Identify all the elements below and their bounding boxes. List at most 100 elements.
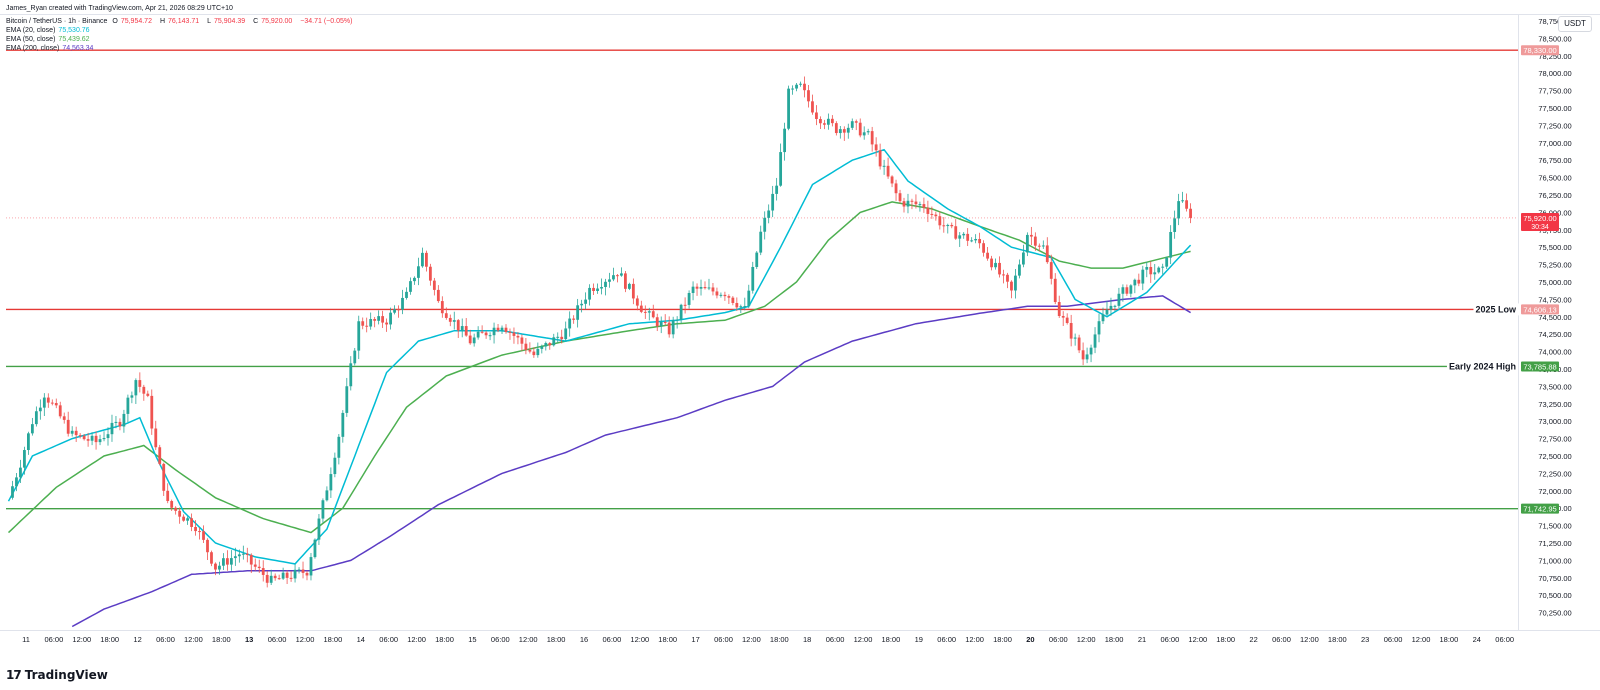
level-price-tag (1521, 45, 1559, 56)
candle-up (329, 474, 333, 491)
candle-down (548, 343, 552, 346)
indicator-ema20[interactable]: EMA (20, close) 75,530.76 (6, 27, 90, 34)
time-tick-label: 18:00 (435, 635, 454, 644)
level-price-tag-text: 78,330.00 (1523, 46, 1556, 55)
candle-down (182, 516, 186, 521)
level-price-tag (1521, 361, 1559, 372)
level-price-tag-text: 73,785.88 (1523, 362, 1556, 371)
candle-up (1014, 275, 1017, 291)
time-tick-label: 12:00 (1188, 635, 1207, 644)
candle-down (616, 275, 619, 277)
candle-up (679, 304, 683, 320)
candle-up (763, 217, 767, 232)
candle-down (301, 569, 305, 573)
candle-up (269, 575, 273, 583)
candle-up (30, 424, 34, 434)
price-tick-label: 78,250.00 (1538, 52, 1571, 61)
candle-up (126, 397, 130, 414)
price-tick-label: 73,000.00 (1538, 417, 1571, 426)
candle-down (46, 397, 50, 403)
ema20-line (7, 148, 1192, 565)
candle-down (1137, 279, 1141, 284)
tradingview-logo-text: TradingView (24, 668, 108, 682)
candle-down (198, 531, 201, 533)
candle-down (361, 321, 365, 326)
horizontal-levels: 2025 Low Early 2024 High (6, 49, 1519, 510)
candle-up (1097, 321, 1101, 335)
tradingview-logo[interactable]: 𝟭𝟳 TradingView (6, 668, 108, 682)
symbol-title[interactable]: Bitcoin / TetherUS · 1h · Binance (6, 18, 108, 25)
candle-up (1105, 309, 1109, 315)
candle-up (838, 129, 842, 134)
candle-down (572, 318, 576, 320)
time-tick-label: 18 (803, 635, 811, 644)
time-tick-label: 18:00 (100, 635, 119, 644)
candle-down (723, 294, 727, 297)
candle-up (369, 319, 373, 327)
candle-up (1025, 234, 1029, 253)
candle-down (516, 335, 520, 338)
time-tick-label: 18:00 (324, 635, 343, 644)
candle-down (1049, 262, 1053, 279)
candle-down (938, 216, 942, 226)
price-axis-border (1518, 14, 1519, 630)
candle-up (345, 386, 349, 413)
candle-down (1077, 337, 1081, 351)
candle-up (460, 326, 464, 331)
candle-down (894, 183, 898, 194)
candle-down (1045, 245, 1049, 263)
candle-up (970, 240, 974, 242)
candle-down (94, 435, 98, 443)
candle-up (98, 439, 102, 443)
candle-up (580, 303, 584, 306)
candle-up (1141, 269, 1145, 284)
candle-up (1181, 200, 1184, 202)
currency-unit-button[interactable]: USDT (1558, 16, 1592, 32)
candle-down (249, 554, 253, 565)
candle-up (1153, 272, 1157, 275)
candle-up (122, 413, 126, 427)
candle-down (854, 121, 858, 123)
ohlc-close: C 75,920.00 (253, 18, 293, 25)
candle-up (866, 131, 870, 133)
candle-up (647, 311, 651, 313)
price-tick-label: 78,500.00 (1538, 34, 1571, 43)
price-tick-label: 71,250.00 (1538, 539, 1571, 548)
price-tick-label: 78,000.00 (1538, 69, 1571, 78)
candle-up (918, 204, 922, 206)
candle-up (500, 327, 504, 331)
candle-down (639, 305, 643, 312)
candle-down (397, 309, 400, 311)
candle-up (229, 558, 233, 565)
indicator-ema200[interactable]: EMA (200, close) 74,563.34 (6, 45, 94, 52)
candle-up (974, 238, 978, 241)
indicator-ema50[interactable]: EMA (50, close) 75,439.62 (6, 36, 90, 43)
time-tick-label: 12:00 (184, 635, 203, 644)
candle-down (150, 395, 154, 429)
price-tick-label: 76,750.00 (1538, 156, 1571, 165)
candle-down (727, 296, 731, 298)
time-tick-label: 06:00 (379, 635, 398, 644)
candle-down (484, 332, 488, 336)
candle-down (1006, 274, 1009, 282)
level-price-tag (1521, 503, 1559, 514)
price-axis[interactable]: 70,250.00 70,500.00 70,750.00 71,000.00 71,2… (1538, 17, 1571, 618)
time-tick-label: 18:00 (1440, 635, 1459, 644)
candle-down (86, 439, 90, 441)
time-tick-label: 12:00 (965, 635, 984, 644)
candle-down (1065, 317, 1069, 324)
candle-down (82, 435, 86, 440)
candle-up (492, 327, 496, 336)
candle-up (544, 343, 548, 347)
candle-up (1169, 231, 1173, 258)
ema-lines (7, 148, 1192, 628)
candle-down (456, 320, 460, 331)
candle-down (560, 336, 564, 340)
price-tick-label: 74,250.00 (1538, 330, 1571, 339)
time-tick-label: 12:00 (1412, 635, 1431, 644)
candle-up (958, 235, 962, 239)
candle-up (564, 328, 568, 340)
time-tick-label: 22 (1249, 635, 1257, 644)
time-axis[interactable]: 11 06:00 12:00 18:00 12 06:00 12:00 18:00 13 06:0… (22, 635, 1514, 644)
